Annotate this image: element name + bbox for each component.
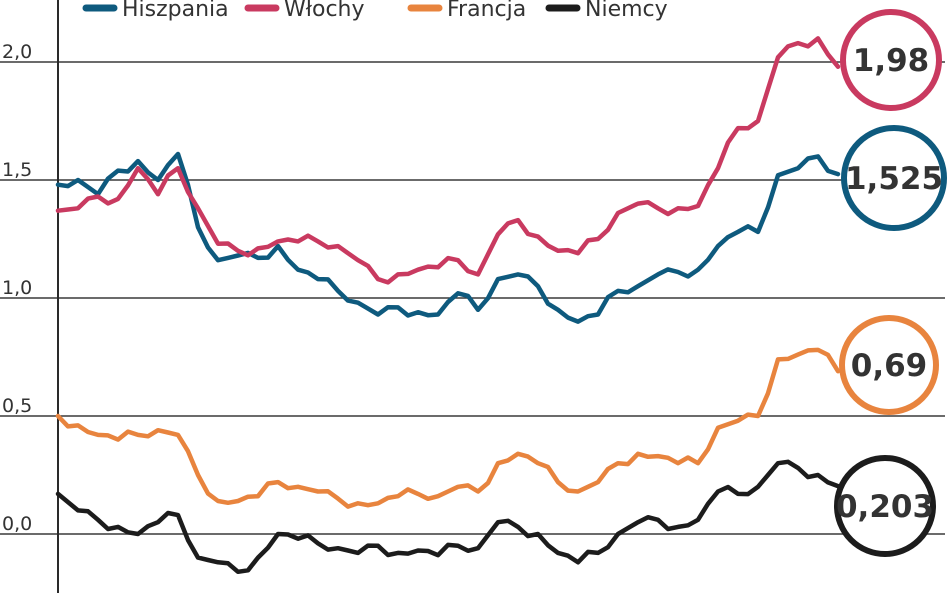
legend: Hiszpania Włochy Francja Niemcy bbox=[82, 0, 668, 22]
badge-ring bbox=[834, 455, 936, 557]
end-value-badge-francja: 0,69 bbox=[839, 315, 939, 415]
end-value-badges: 1,525 1,98 0,69 0,203 bbox=[834, 9, 947, 557]
y-tick-label: 1,5 bbox=[2, 159, 32, 181]
series-line-francja bbox=[55, 347, 841, 509]
y-tick-label: 0,0 bbox=[2, 513, 32, 535]
badge-ring bbox=[839, 315, 939, 415]
legend-label: Włochy bbox=[284, 0, 365, 22]
badge-value: 0,203 bbox=[836, 489, 934, 525]
legend-label: Niemcy bbox=[585, 0, 668, 22]
badge-ring bbox=[840, 9, 942, 111]
y-tick-label: 0,5 bbox=[2, 395, 32, 417]
end-value-badge-hiszpania: 1,525 bbox=[841, 125, 947, 231]
series-line-niemcy bbox=[55, 459, 841, 575]
end-value-badge-wlochy: 1,98 bbox=[840, 9, 942, 111]
badge-ring bbox=[841, 125, 947, 231]
badge-value: 1,525 bbox=[845, 161, 943, 197]
y-tick-label: 1,0 bbox=[2, 277, 32, 299]
y-tick-label: 2,0 bbox=[2, 41, 32, 63]
badge-value: 1,98 bbox=[853, 43, 930, 79]
legend-item-niemcy: Niemcy bbox=[545, 0, 668, 22]
series-lines bbox=[55, 36, 841, 575]
grid bbox=[0, 61, 945, 535]
series-line-wlochy bbox=[55, 36, 841, 285]
legend-item-wlochy: Włochy bbox=[244, 0, 365, 22]
legend-label: Francja bbox=[447, 0, 526, 22]
series-line-hiszpania bbox=[55, 151, 841, 324]
y-axis: 2,0 1,5 1,0 0,5 0,0 bbox=[2, 0, 59, 593]
legend-label: Hiszpania bbox=[122, 0, 229, 22]
legend-item-hiszpania: Hiszpania bbox=[82, 0, 229, 22]
legend-item-francja: Francja bbox=[407, 0, 526, 22]
end-value-badge-niemcy: 0,203 bbox=[834, 455, 936, 557]
badge-value: 0,69 bbox=[851, 348, 928, 384]
